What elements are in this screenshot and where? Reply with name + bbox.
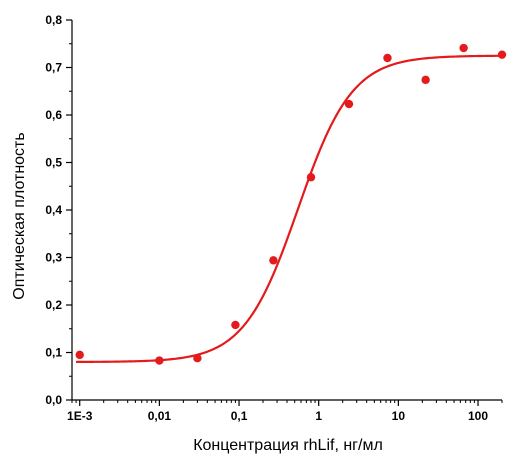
y-tick-label: 0,4 — [45, 203, 62, 217]
data-point — [421, 75, 430, 85]
data-point — [459, 43, 468, 53]
x-tick-label: 100 — [468, 409, 488, 423]
data-point — [193, 354, 202, 363]
axes — [71, 20, 502, 401]
x-tick-label: 0,1 — [231, 409, 248, 423]
data-point — [497, 50, 507, 59]
data-point — [155, 356, 164, 365]
y-tick-label: 0,7 — [45, 61, 62, 75]
ticks: 0,0 0,1 0,2 0,3 0,4 0,5 0,6 0,7 0,8 1E-3 0,01 0,1 1 1… — [45, 13, 503, 423]
y-axis-title: Оптическая плотность — [11, 132, 28, 299]
x-tick-label: 10 — [392, 409, 406, 423]
data-point — [75, 350, 84, 360]
x-tick-label: 0,01 — [148, 409, 172, 423]
fit-curve — [76, 54, 503, 364]
y-tick-label: 0,8 — [45, 13, 62, 27]
y-tick-label: 0,6 — [45, 108, 62, 122]
x-tick-label: 1E-3 — [67, 409, 93, 423]
x-axis-title: Концентрация rhLif, нг/мл — [193, 437, 383, 454]
data-points — [75, 43, 507, 365]
data-point — [344, 99, 354, 109]
data-point — [231, 320, 240, 330]
data-point — [383, 53, 392, 63]
data-point — [269, 256, 278, 265]
y-tick-label: 0,3 — [45, 251, 62, 265]
data-point — [306, 173, 316, 182]
x-tick-label: 1 — [315, 409, 322, 423]
fit-curve-group — [76, 54, 503, 364]
y-tick-label: 0,0 — [45, 393, 62, 407]
y-tick-label: 0,1 — [45, 346, 62, 360]
y-tick-label: 0,5 — [45, 156, 62, 170]
y-tick-label: 0,2 — [45, 298, 62, 312]
